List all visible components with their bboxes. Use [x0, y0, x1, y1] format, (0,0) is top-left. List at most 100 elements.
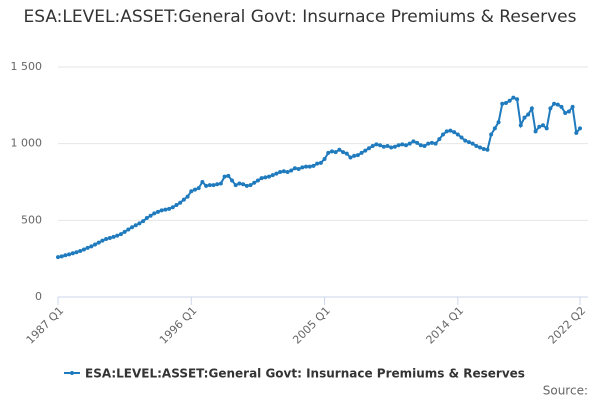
data-point [540, 123, 545, 128]
data-point [474, 143, 479, 148]
data-point [241, 182, 246, 187]
data-point [359, 150, 364, 155]
data-point [104, 237, 109, 242]
data-point [244, 183, 249, 188]
data-point [441, 132, 446, 137]
data-point [174, 203, 179, 207]
data-point [389, 145, 394, 150]
data-point [537, 124, 542, 129]
data-point [78, 249, 83, 253]
data-point [518, 123, 523, 128]
data-point [574, 130, 579, 135]
data-point [274, 171, 279, 176]
data-point [552, 101, 557, 106]
data-point [492, 126, 497, 131]
data-point [185, 194, 190, 199]
data-point [63, 253, 68, 258]
x-tick-label: 1996 Q1 [157, 304, 200, 347]
data-point [122, 229, 127, 234]
data-point [255, 178, 260, 183]
data-point [226, 173, 231, 178]
data-point [163, 207, 168, 212]
y-tick-label: 1 500 [11, 60, 43, 73]
data-point [352, 153, 357, 158]
data-point [533, 129, 538, 134]
data-point [296, 166, 301, 171]
x-tick-label: 2005 Q1 [290, 304, 333, 347]
data-point [326, 150, 331, 155]
data-point [418, 143, 423, 148]
data-point [215, 182, 220, 187]
data-point [278, 170, 283, 175]
data-point [433, 141, 438, 146]
data-point [444, 129, 449, 134]
data-point [411, 139, 416, 144]
data-point [152, 211, 157, 216]
data-point [404, 143, 408, 148]
data-point [96, 240, 101, 245]
data-point [196, 186, 201, 191]
data-point [422, 143, 427, 148]
data-point [126, 227, 131, 232]
data-point [107, 235, 112, 240]
x-tick-label: 2022 Q2 [546, 304, 589, 347]
data-point [526, 112, 531, 117]
data-point [466, 140, 471, 145]
data-point [252, 180, 257, 185]
data-point [485, 147, 490, 152]
data-point [344, 151, 349, 156]
data-point [507, 98, 512, 103]
data-point [167, 206, 172, 211]
data-point [133, 223, 138, 228]
data-point [333, 150, 338, 155]
data-point [292, 166, 297, 171]
data-point [85, 245, 90, 250]
data-point [218, 181, 223, 186]
x-tick-label: 2014 Q1 [424, 304, 467, 347]
data-point [385, 143, 390, 148]
data-point [529, 106, 534, 111]
data-point [515, 97, 520, 102]
data-point [478, 145, 483, 150]
data-point [366, 146, 371, 151]
data-point [448, 128, 453, 133]
data-point [148, 213, 153, 218]
data-point [137, 221, 142, 226]
data-point [341, 150, 346, 155]
data-point [396, 143, 401, 148]
data-point [130, 225, 135, 230]
data-point [455, 132, 460, 137]
data-point [348, 155, 353, 160]
data-point [222, 174, 227, 179]
data-point [111, 234, 116, 239]
data-point [459, 135, 464, 140]
data-point [207, 183, 212, 188]
data-point [578, 126, 582, 131]
data-point [311, 163, 316, 168]
chart-title: ESA:LEVEL:ASSET:General Govt: Insurnace … [23, 7, 577, 27]
data-point [322, 157, 327, 161]
y-tick-label: 0 [35, 290, 42, 303]
data-point [437, 137, 442, 142]
data-point [318, 160, 323, 165]
data-point [115, 233, 120, 238]
data-point [178, 200, 183, 205]
data-point [59, 254, 64, 259]
data-point [566, 109, 571, 114]
data-point [170, 205, 175, 210]
data-point [563, 111, 568, 115]
data-point [248, 183, 253, 188]
data-point [500, 101, 505, 106]
data-point [181, 197, 186, 202]
data-point [363, 148, 368, 153]
y-tick-label: 1 000 [11, 137, 43, 150]
data-point [270, 173, 275, 178]
data-point [304, 164, 309, 169]
legend-label: ESA:LEVEL:ASSET:General Govt: Insurnace … [85, 367, 525, 381]
data-point [489, 132, 494, 137]
data-point [192, 187, 197, 192]
data-point [237, 181, 242, 186]
data-point [470, 141, 475, 146]
data-point [496, 120, 501, 125]
